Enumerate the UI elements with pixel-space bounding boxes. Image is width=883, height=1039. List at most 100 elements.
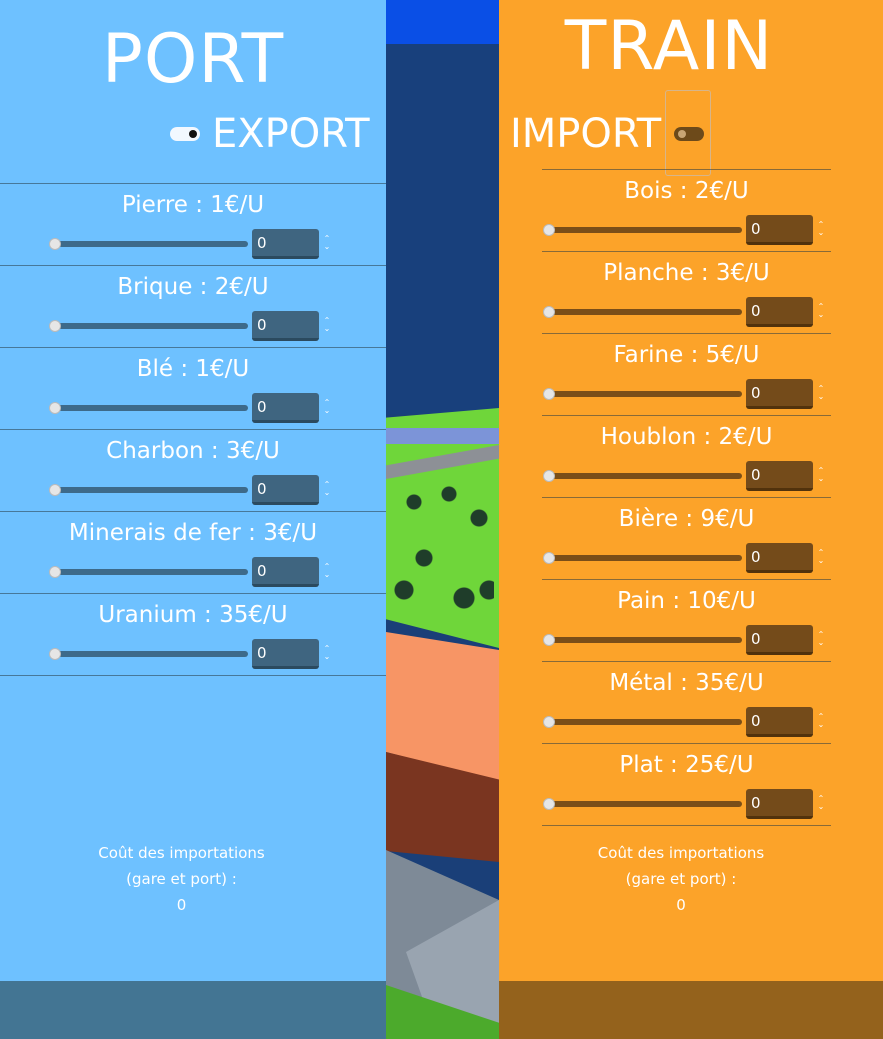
quantity-slider[interactable] bbox=[543, 224, 742, 236]
quantity-slider[interactable] bbox=[49, 484, 248, 496]
up-down-chevron-icon[interactable]: ⌃ ⌄ bbox=[817, 630, 825, 647]
up-down-chevron-icon[interactable]: ⌃ ⌄ bbox=[817, 384, 825, 401]
port-panel: PORT EXPORT Pierre : 1€/U 0 ⌃ ⌄ Brique : … bbox=[0, 0, 386, 1039]
resource-label: Brique : 2€/U bbox=[117, 274, 269, 300]
up-down-chevron-icon[interactable]: ⌃ ⌄ bbox=[323, 316, 331, 333]
export-toggle[interactable] bbox=[170, 127, 200, 141]
train-panel: TRAIN IMPORT Bois : 2€/U 0 ⌃ ⌄ Planche : … bbox=[499, 0, 883, 1039]
resource-label: Bois : 2€/U bbox=[624, 178, 749, 204]
resource-row-farine: Farine : 5€/U 0 ⌃ ⌄ bbox=[542, 333, 831, 415]
resource-label: Blé : 1€/U bbox=[136, 356, 250, 382]
slider-thumb[interactable] bbox=[49, 402, 61, 414]
up-down-chevron-icon[interactable]: ⌃ ⌄ bbox=[817, 466, 825, 483]
resource-label: Pain : 10€/U bbox=[617, 588, 756, 614]
quantity-slider[interactable] bbox=[543, 798, 742, 810]
slider-thumb[interactable] bbox=[49, 238, 61, 250]
cost-label-line1: Coût des importations bbox=[597, 844, 765, 862]
toggle-focus-outline bbox=[665, 90, 711, 176]
toggle-knob-icon bbox=[189, 130, 197, 138]
quantity-slider[interactable] bbox=[49, 402, 248, 414]
horizon-backdrop bbox=[386, 44, 499, 414]
quantity-input[interactable]: 0 bbox=[746, 215, 813, 245]
slider-thumb[interactable] bbox=[543, 798, 555, 810]
resource-label: Bière : 9€/U bbox=[618, 506, 755, 532]
port-title: PORT bbox=[101, 20, 285, 99]
quantity-slider[interactable] bbox=[49, 566, 248, 578]
cost-label-line1: Coût des importations bbox=[98, 844, 265, 862]
game-viewport[interactable] bbox=[386, 0, 499, 1039]
quantity-input[interactable]: 0 bbox=[746, 625, 813, 655]
up-down-chevron-icon[interactable]: ⌃ ⌄ bbox=[817, 712, 825, 729]
quantity-input[interactable]: 0 bbox=[746, 297, 813, 327]
resource-label: Métal : 35€/U bbox=[609, 670, 764, 696]
up-down-chevron-icon[interactable]: ⌃ ⌄ bbox=[323, 644, 331, 661]
resource-row-pain: Pain : 10€/U 0 ⌃ ⌄ bbox=[542, 579, 831, 661]
quantity-slider[interactable] bbox=[543, 716, 742, 728]
slider-thumb[interactable] bbox=[543, 470, 555, 482]
quantity-input[interactable]: 0 bbox=[746, 379, 813, 409]
slider-thumb[interactable] bbox=[543, 388, 555, 400]
import-cost-summary: Coût des importations (gare et port) : 0 bbox=[0, 840, 363, 918]
resource-label: Pierre : 1€/U bbox=[121, 192, 265, 218]
slider-thumb[interactable] bbox=[49, 320, 61, 332]
quantity-slider[interactable] bbox=[49, 320, 248, 332]
import-cost-summary: Coût des importations (gare et port) : 0 bbox=[499, 840, 863, 918]
quantity-input[interactable]: 0 bbox=[252, 393, 319, 423]
slider-thumb[interactable] bbox=[543, 634, 555, 646]
cost-label-line2: (gare et port) : bbox=[625, 870, 737, 888]
quantity-input[interactable]: 0 bbox=[746, 707, 813, 737]
train-resource-list: Bois : 2€/U 0 ⌃ ⌄ Planche : 3€/U 0 ⌃ ⌄ Far… bbox=[542, 169, 831, 826]
up-down-chevron-icon[interactable]: ⌃ ⌄ bbox=[817, 548, 825, 565]
resource-row-uranium: Uranium : 35€/U 0 ⌃ ⌄ bbox=[0, 593, 386, 676]
up-down-chevron-icon[interactable]: ⌃ ⌄ bbox=[323, 398, 331, 415]
quantity-input[interactable]: 0 bbox=[252, 229, 319, 259]
train-title: TRAIN bbox=[564, 7, 774, 86]
slider-thumb[interactable] bbox=[543, 552, 555, 564]
port-footer-bar bbox=[0, 981, 386, 1039]
quantity-slider[interactable] bbox=[543, 306, 742, 318]
slider-thumb[interactable] bbox=[543, 716, 555, 728]
slider-thumb[interactable] bbox=[49, 566, 61, 578]
resource-label: Planche : 3€/U bbox=[603, 260, 770, 286]
resource-label: Plat : 25€/U bbox=[619, 752, 754, 778]
port-resource-list: Pierre : 1€/U 0 ⌃ ⌄ Brique : 2€/U 0 ⌃ ⌄ Bl… bbox=[0, 183, 386, 676]
quantity-input[interactable]: 0 bbox=[252, 639, 319, 669]
quantity-input[interactable]: 0 bbox=[746, 789, 813, 819]
quantity-input[interactable]: 0 bbox=[252, 557, 319, 587]
quantity-slider[interactable] bbox=[543, 634, 742, 646]
resource-row-minerais-de-fer: Minerais de fer : 3€/U 0 ⌃ ⌄ bbox=[0, 511, 386, 593]
resource-row-bois: Bois : 2€/U 0 ⌃ ⌄ bbox=[542, 169, 831, 251]
up-down-chevron-icon[interactable]: ⌃ ⌄ bbox=[323, 234, 331, 251]
slider-thumb[interactable] bbox=[543, 224, 555, 236]
quantity-slider[interactable] bbox=[543, 388, 742, 400]
import-toggle[interactable] bbox=[674, 127, 704, 141]
slider-thumb[interactable] bbox=[543, 306, 555, 318]
water-strip bbox=[386, 428, 499, 444]
up-down-chevron-icon[interactable]: ⌃ ⌄ bbox=[817, 794, 825, 811]
slider-thumb[interactable] bbox=[49, 648, 61, 660]
resource-label: Charbon : 3€/U bbox=[106, 438, 280, 464]
up-down-chevron-icon[interactable]: ⌃ ⌄ bbox=[323, 480, 331, 497]
quantity-slider[interactable] bbox=[543, 552, 742, 564]
train-mode-label: IMPORT bbox=[510, 111, 662, 157]
quantity-slider[interactable] bbox=[49, 648, 248, 660]
cost-value: 0 bbox=[676, 896, 686, 914]
resource-row-biere: Bière : 9€/U 0 ⌃ ⌄ bbox=[542, 497, 831, 579]
resource-label: Uranium : 35€/U bbox=[98, 602, 288, 628]
quantity-input[interactable]: 0 bbox=[746, 543, 813, 573]
resource-row-planche: Planche : 3€/U 0 ⌃ ⌄ bbox=[542, 251, 831, 333]
cost-value: 0 bbox=[176, 896, 187, 914]
sky-strip bbox=[386, 0, 499, 44]
up-down-chevron-icon[interactable]: ⌃ ⌄ bbox=[323, 562, 331, 579]
quantity-input[interactable]: 0 bbox=[746, 461, 813, 491]
quantity-slider[interactable] bbox=[543, 470, 742, 482]
toggle-knob-icon bbox=[678, 130, 686, 138]
quantity-slider[interactable] bbox=[49, 238, 248, 250]
port-mode-label: EXPORT bbox=[212, 111, 370, 157]
up-down-chevron-icon[interactable]: ⌃ ⌄ bbox=[817, 220, 825, 237]
up-down-chevron-icon[interactable]: ⌃ ⌄ bbox=[817, 302, 825, 319]
quantity-input[interactable]: 0 bbox=[252, 311, 319, 341]
cost-label-line2: (gare et port) : bbox=[126, 870, 237, 888]
slider-thumb[interactable] bbox=[49, 484, 61, 496]
quantity-input[interactable]: 0 bbox=[252, 475, 319, 505]
